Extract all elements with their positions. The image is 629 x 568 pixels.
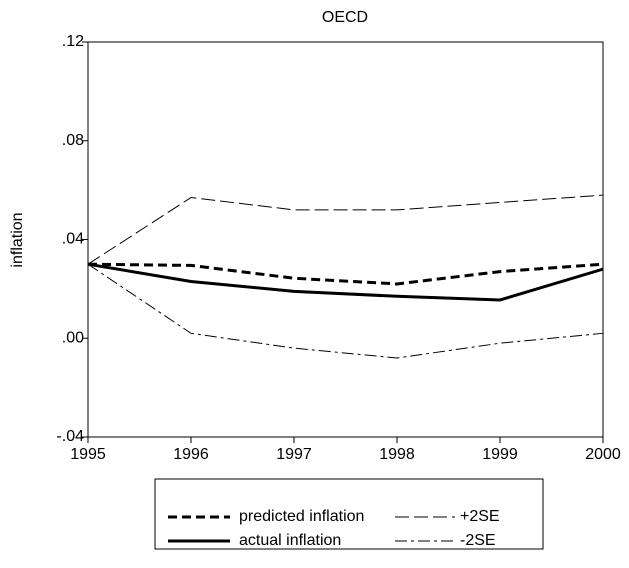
legend-label: -2SE <box>460 532 496 549</box>
y-tick-label: .04 <box>62 231 84 248</box>
y-tick-label: .08 <box>62 132 84 149</box>
plot-frame <box>87 41 604 438</box>
x-tick-label: 2000 <box>585 446 621 463</box>
y-tick-label: .12 <box>62 33 84 50</box>
legend-frame <box>154 478 544 550</box>
x-tick-label: 1999 <box>482 446 518 463</box>
x-tick-label: 1997 <box>276 446 312 463</box>
legend-label: predicted inflation <box>239 508 364 525</box>
y-axis-label: inflation <box>9 212 26 267</box>
series-line <box>87 263 604 359</box>
series-line <box>87 194 604 265</box>
chart-title: OECD <box>322 9 368 26</box>
x-tick-label: 1995 <box>70 446 106 463</box>
series-line <box>87 262 604 302</box>
series-line <box>87 262 604 286</box>
y-tick-label: .00 <box>62 329 84 346</box>
legend-label: +2SE <box>460 508 500 525</box>
legend-label: actual inflation <box>239 532 341 549</box>
x-tick-label: 1998 <box>379 446 415 463</box>
y-tick-label: -.04 <box>56 428 84 445</box>
x-tick-label: 1996 <box>173 446 209 463</box>
